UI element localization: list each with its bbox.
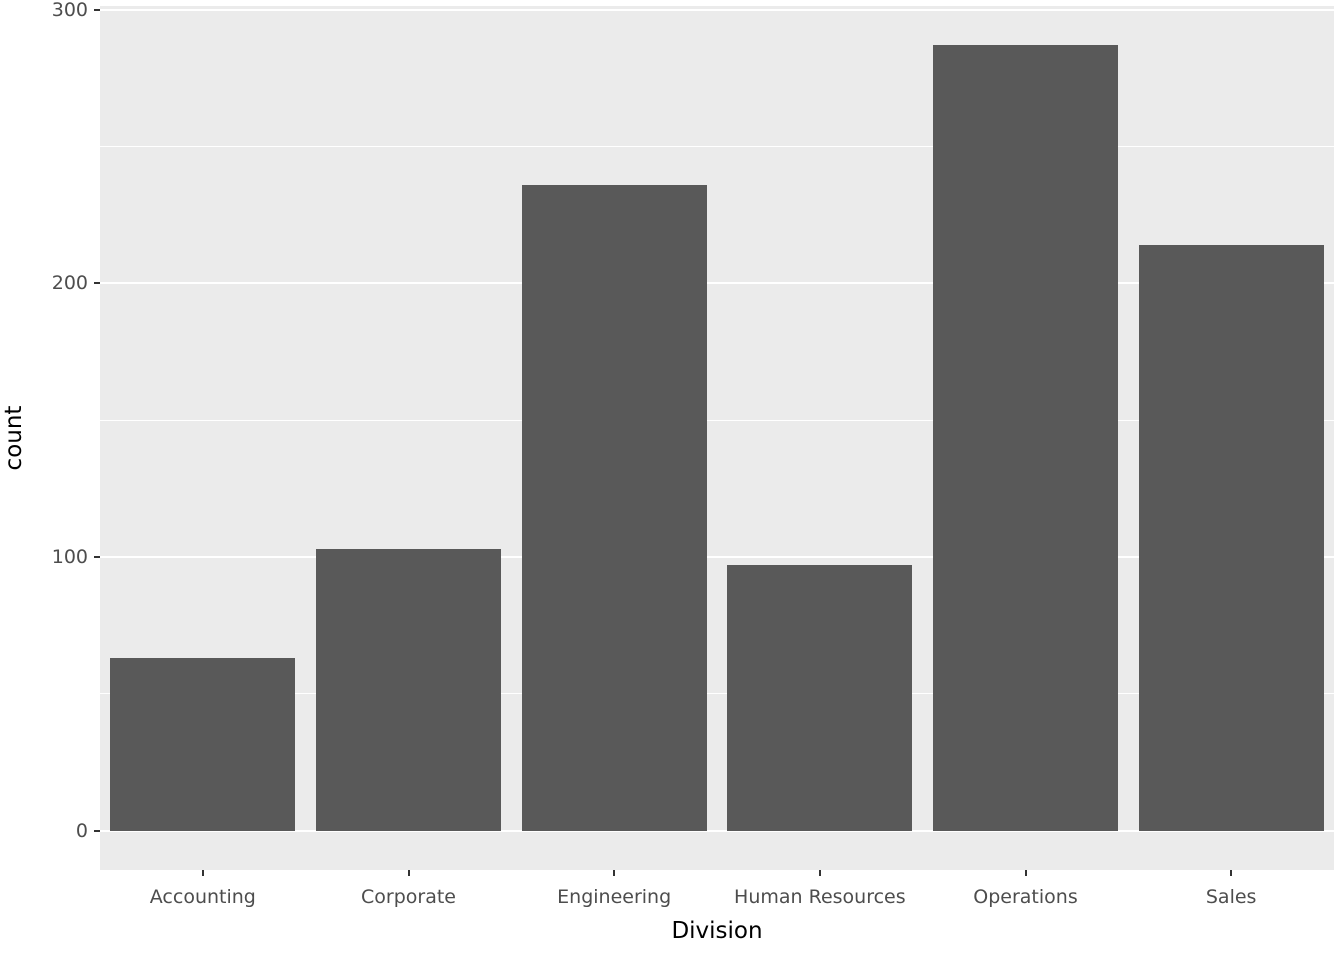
x-tick-mark — [201, 870, 204, 876]
gridline-minor — [100, 146, 1334, 148]
x-tick-label: Accounting — [149, 886, 256, 908]
x-tick-mark — [1230, 870, 1233, 876]
gridline-major — [100, 829, 1334, 832]
bar — [932, 45, 1119, 831]
bar — [110, 658, 296, 831]
gridline-major — [100, 8, 1334, 11]
bar — [315, 548, 502, 831]
y-tick-mark — [94, 282, 100, 285]
bar — [727, 565, 913, 831]
x-tick-label: Operations — [973, 886, 1078, 908]
x-tick-mark — [818, 870, 821, 876]
x-tick-mark — [1024, 870, 1027, 876]
y-tick-label: 100 — [51, 546, 88, 569]
x-tick-mark — [613, 870, 616, 876]
x-tick-label: Engineering — [557, 886, 672, 908]
y-tick-label: 200 — [51, 272, 88, 295]
y-tick-mark — [94, 829, 100, 832]
gridline-minor — [100, 693, 1334, 695]
x-tick-label: Sales — [1205, 886, 1257, 908]
gridline-major — [100, 556, 1334, 559]
gridline-major — [100, 282, 1334, 285]
bar — [521, 184, 707, 831]
gridline-minor — [100, 419, 1334, 421]
y-tick-label: 300 — [51, 0, 88, 21]
y-axis-title: count — [1, 405, 27, 471]
y-tick-label: 0 — [75, 819, 88, 842]
x-axis-title: Division — [671, 918, 763, 944]
x-tick-label: Corporate — [361, 886, 456, 908]
x-tick-mark — [407, 870, 410, 876]
x-tick-label: Human Resources — [734, 886, 906, 908]
y-tick-mark — [94, 8, 100, 11]
y-tick-mark — [94, 556, 100, 559]
plot-panel — [100, 6, 1334, 870]
bar — [1138, 245, 1324, 831]
